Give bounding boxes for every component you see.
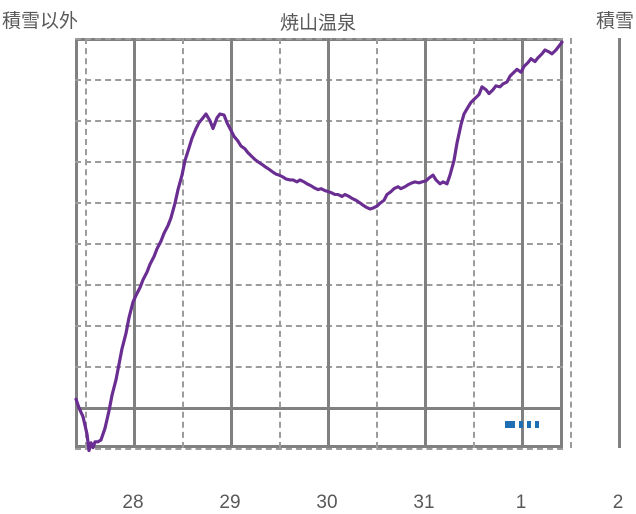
left-axis-label: 積雪以外	[2, 6, 78, 33]
xtick-2: 2	[613, 492, 624, 514]
blue-marker-4	[535, 421, 539, 428]
blue-marker-1	[505, 421, 515, 428]
gridline-v-half-1	[570, 38, 572, 448]
plot-area: 45 40 35 30 25 20 15 10 5 0 -5 360 340 3…	[75, 38, 563, 448]
xtick-1: 1	[516, 492, 527, 514]
marker-svg	[75, 38, 563, 448]
blue-marker-2	[519, 421, 523, 428]
xtick-28: 28	[122, 492, 143, 514]
xtick-31: 31	[413, 492, 434, 514]
gridline-h-neg5	[75, 448, 563, 450]
right-axis-label: 積雪	[596, 6, 634, 33]
blue-marker-3	[527, 421, 531, 428]
chart-container: 焼山温泉 積雪以外 積雪	[0, 0, 636, 501]
xtick-29: 29	[219, 492, 240, 514]
xtick-30: 30	[316, 492, 337, 514]
chart-title: 焼山温泉	[0, 8, 636, 35]
gridline-v-2	[618, 38, 621, 448]
